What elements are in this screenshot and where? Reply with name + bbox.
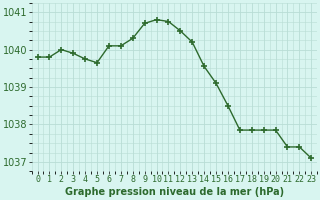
X-axis label: Graphe pression niveau de la mer (hPa): Graphe pression niveau de la mer (hPa) — [65, 187, 284, 197]
